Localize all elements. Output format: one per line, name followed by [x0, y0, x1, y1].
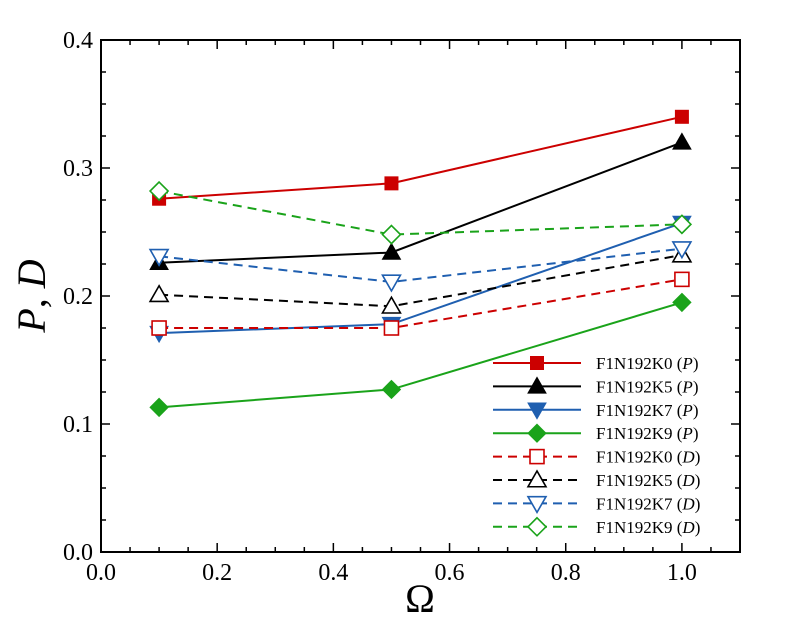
legend-label-close: ) [693, 424, 699, 443]
data-point [381, 379, 402, 400]
legend-label-qualifier: P [681, 424, 692, 443]
legend-label-name: F1N192K5 ( [596, 377, 683, 396]
data-point [671, 241, 693, 260]
data-point [672, 292, 692, 313]
legend-label-qualifier: P [681, 377, 692, 396]
legend-label-name: F1N192K9 ( [596, 424, 683, 443]
series-f1n192k9-d [148, 180, 693, 245]
data-point [148, 248, 170, 267]
series-line [159, 278, 683, 329]
data-point [381, 224, 402, 245]
legend-marker [527, 376, 547, 394]
legend-entry: F1N192K5 (P) [493, 376, 698, 396]
legend-label: F1N192K0 (D) [596, 448, 700, 467]
legend-label: F1N192K5 (P) [596, 377, 698, 396]
legend-label-qualifier: D [681, 448, 695, 467]
x-tick-label: 0.2 [202, 560, 232, 586]
x-tick-label: 0.6 [435, 560, 465, 586]
legend-label-name: F1N192K7 ( [596, 401, 683, 420]
legend-label-close: ) [695, 494, 701, 513]
legend-label-close: ) [693, 401, 699, 420]
legend-marker [526, 516, 548, 537]
legend-entry: F1N192K9 (P) [493, 423, 698, 443]
legend-label: F1N192K9 (D) [596, 518, 700, 537]
legend-label: F1N192K9 (P) [596, 424, 698, 443]
legend-label-close: ) [695, 471, 701, 490]
series-layer [148, 109, 693, 418]
data-point [674, 271, 690, 288]
legend-marker [527, 402, 547, 420]
legend-label: F1N192K7 (P) [596, 401, 698, 420]
legend-label-qualifier: D [681, 518, 695, 537]
legend: F1N192K0 (P)F1N192K5 (P)F1N192K7 (P)F1N1… [493, 354, 700, 537]
data-point [383, 320, 400, 336]
data-point [384, 176, 399, 191]
legend-marker [530, 356, 544, 370]
series-f1n192k7-d [148, 241, 693, 293]
x-tick-label: 1.0 [667, 560, 697, 586]
legend-entry: F1N192K5 (D) [493, 469, 700, 490]
y-axis-title-part: D [9, 259, 54, 289]
data-point [381, 242, 402, 260]
legend-marker [527, 423, 547, 443]
y-tick-label: 0.4 [63, 28, 93, 54]
series-line [158, 247, 683, 283]
y-tick-label: 0.2 [63, 284, 93, 310]
legend-entry: F1N192K0 (D) [493, 448, 700, 467]
x-axis-title: Ω [405, 576, 435, 621]
legend-label-name: F1N192K5 ( [596, 471, 683, 490]
series-line [159, 115, 683, 200]
data-point [148, 180, 170, 202]
legend-label-qualifier: P [681, 354, 692, 373]
data-point [674, 109, 689, 124]
legend-marker [526, 469, 548, 488]
data-point [381, 274, 402, 293]
y-tick-label: 0.1 [63, 412, 93, 438]
legend-label-close: ) [693, 377, 699, 396]
x-tick-label: 0.4 [318, 560, 348, 586]
axes: 0.0 0.2 0.4 0.6 0.8 1.0 0.0 0.1 0.2 0.3 0.4 [63, 28, 741, 586]
data-point [381, 295, 402, 314]
data-point [151, 320, 167, 336]
legend-label-qualifier: D [681, 494, 695, 513]
y-axis-title-part: P [9, 308, 54, 333]
legend-label-close: ) [695, 448, 701, 467]
legend-entry: F1N192K7 (P) [493, 401, 698, 420]
legend-label-name: F1N192K9 ( [596, 518, 683, 537]
legend-label-close: ) [693, 354, 699, 373]
data-point [671, 214, 693, 235]
data-point [149, 397, 169, 418]
legend-entry: F1N192K0 (P) [493, 354, 698, 373]
data-point [672, 132, 692, 150]
series-f1n192k0-p [152, 109, 689, 206]
y-tick-label: 0.3 [63, 156, 93, 182]
legend-label-name: F1N192K0 ( [596, 354, 683, 373]
series-f1n192k0-d [151, 271, 690, 336]
legend-entry: F1N192K9 (D) [493, 516, 700, 537]
legend-label-qualifier: D [681, 471, 695, 490]
y-axis-title: P, D [9, 259, 54, 333]
legend-label: F1N192K0 (P) [596, 354, 698, 373]
legend-label: F1N192K7 (D) [596, 494, 700, 513]
legend-label-name: F1N192K7 ( [596, 494, 683, 513]
data-point [148, 284, 170, 303]
series-line [158, 190, 682, 236]
legend-label-name: F1N192K0 ( [596, 448, 683, 467]
x-tick-label: 0.0 [86, 560, 116, 586]
legend-entry: F1N192K7 (D) [493, 494, 700, 515]
series-line [159, 254, 683, 308]
y-tick-label: 0.0 [63, 540, 93, 566]
legend-label: F1N192K5 (D) [596, 471, 700, 490]
legend-label-qualifier: P [681, 401, 692, 420]
series-f1n192k9-p [149, 292, 692, 418]
y-axis-title-part: , [9, 288, 54, 308]
series-line [159, 141, 683, 264]
legend-marker [526, 495, 548, 515]
x-tick-label: 0.8 [551, 560, 581, 586]
legend-marker [529, 448, 545, 465]
legend-label-close: ) [695, 518, 701, 537]
